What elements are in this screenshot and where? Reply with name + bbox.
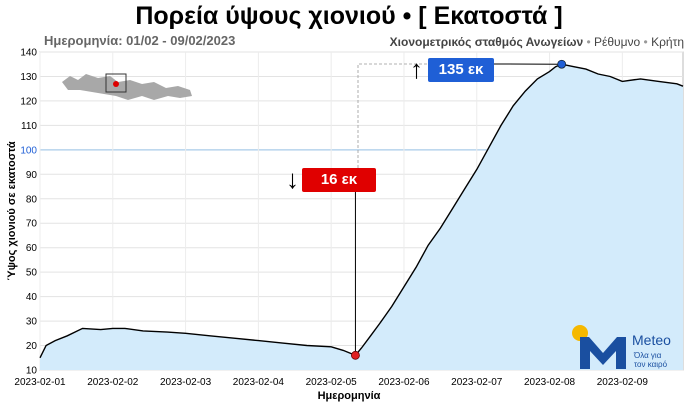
y-tick-label: 80 (26, 194, 38, 205)
y-tick-label: 90 (26, 170, 38, 181)
x-tick-label: 2023-02-01 (14, 377, 66, 388)
logo-tagline: Όλα για (634, 351, 662, 360)
region-rethymno: Ρέθυμνο (594, 35, 641, 49)
separator-dot: • (583, 35, 595, 49)
x-tick-label: 2023-02-04 (233, 377, 285, 388)
x-axis-label: Ημερομηνία (317, 390, 381, 402)
chart-title: Πορεία ύψους χιονιού • [ Εκατοστά ] (135, 2, 563, 30)
logo-brand: Meteo (632, 332, 671, 348)
station-name: Χιονομετρικός σταθμός Ανωγείων (389, 35, 584, 49)
y-tick-label: 20 (26, 341, 38, 352)
y-tick-label: 140 (20, 48, 37, 59)
logo-tagline: τον καιρό (634, 360, 668, 369)
meteo-m-icon (580, 337, 626, 369)
x-tick-label: 2023-02-09 (597, 377, 649, 388)
x-tick-label: 2023-02-02 (87, 377, 139, 388)
max-callout: 135 εκ (428, 58, 494, 82)
x-tick-label: 2023-02-05 (306, 377, 358, 388)
y-tick-label: 30 (26, 317, 38, 328)
region-crete: Κρήτη (651, 35, 684, 49)
separator-dot: • (640, 35, 652, 49)
y-tick-label: 130 (20, 72, 37, 83)
x-tick-label: 2023-02-07 (451, 377, 503, 388)
x-tick-label: 2023-02-08 (524, 377, 576, 388)
station-info: Χιονομετρικός σταθμός Ανωγείων • Ρέθυμνο… (390, 35, 684, 49)
up-arrow-icon: ↑ (410, 54, 423, 84)
min-callout: 16 εκ (302, 168, 376, 192)
y-tick-label: 100 (20, 145, 37, 156)
y-tick-label: 120 (20, 96, 37, 107)
y-axis-label: Ύψος χιονιού σε εκατοστά (6, 141, 18, 281)
y-tick-label: 70 (26, 219, 38, 230)
snow-depth-line (39, 63, 684, 359)
date-range: Ημερομηνία: 01/02 - 09/02/2023 (44, 33, 236, 48)
snow-depth-area (40, 64, 683, 370)
down-arrow-icon: ↓ (286, 164, 299, 194)
y-tick-label: 60 (26, 243, 38, 254)
meteo-logo: Meteo Όλα για τον καιρό (572, 324, 682, 370)
crete-map-icon (62, 73, 192, 100)
max-point-marker (557, 59, 567, 69)
y-tick-label: 110 (21, 121, 37, 132)
y-tick-label: 10 (26, 366, 38, 377)
x-tick-label: 2023-02-03 (160, 377, 212, 388)
x-tick-label: 2023-02-06 (378, 377, 430, 388)
y-tick-label: 40 (26, 292, 38, 303)
guide-line (357, 63, 428, 168)
min-point-marker (351, 350, 360, 360)
y-tick-label: 50 (26, 268, 38, 279)
